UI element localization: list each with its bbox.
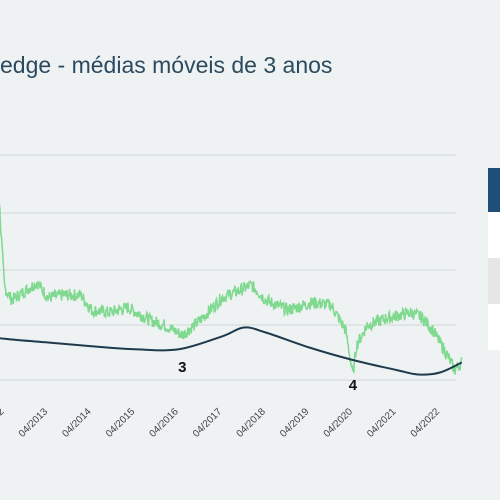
x-tick-label: 04/2018 (235, 406, 269, 440)
x-axis-ticks: 04/2012 04/2013 04/2014 04/2015 04/2016 04/20… (0, 406, 442, 440)
moving-average-series (0, 326, 463, 376)
x-tick-label: 04/2017 (191, 406, 225, 440)
side-table-row (488, 258, 500, 304)
spot-series-line (0, 202, 463, 375)
x-tick-label: 04/2016 (147, 406, 181, 440)
spot-series (0, 202, 463, 375)
side-table-row (488, 212, 500, 258)
plot-area (0, 100, 456, 410)
side-table-row (488, 304, 500, 350)
x-tick-label: 04/2012 (0, 406, 7, 440)
annotation-label: 4 (349, 377, 358, 394)
x-tick-label: 04/2021 (365, 406, 399, 440)
x-tick-label: 04/2019 (278, 406, 312, 440)
x-tick-label: 04/2020 (322, 406, 356, 440)
x-tick-label: 04/2015 (104, 406, 138, 440)
x-tick-label: 04/2022 (409, 406, 443, 440)
gridlines (0, 154, 456, 381)
annotations: 34 (178, 359, 358, 394)
x-tick-label: 04/2013 (17, 406, 51, 440)
side-table-header (488, 168, 500, 212)
moving-average-line (0, 326, 463, 376)
annotation-label: 3 (178, 359, 186, 376)
chart-title: edge - médias móveis de 3 anos (0, 52, 333, 78)
side-table-fragment (488, 140, 500, 400)
x-tick-label: 04/2014 (60, 406, 94, 440)
